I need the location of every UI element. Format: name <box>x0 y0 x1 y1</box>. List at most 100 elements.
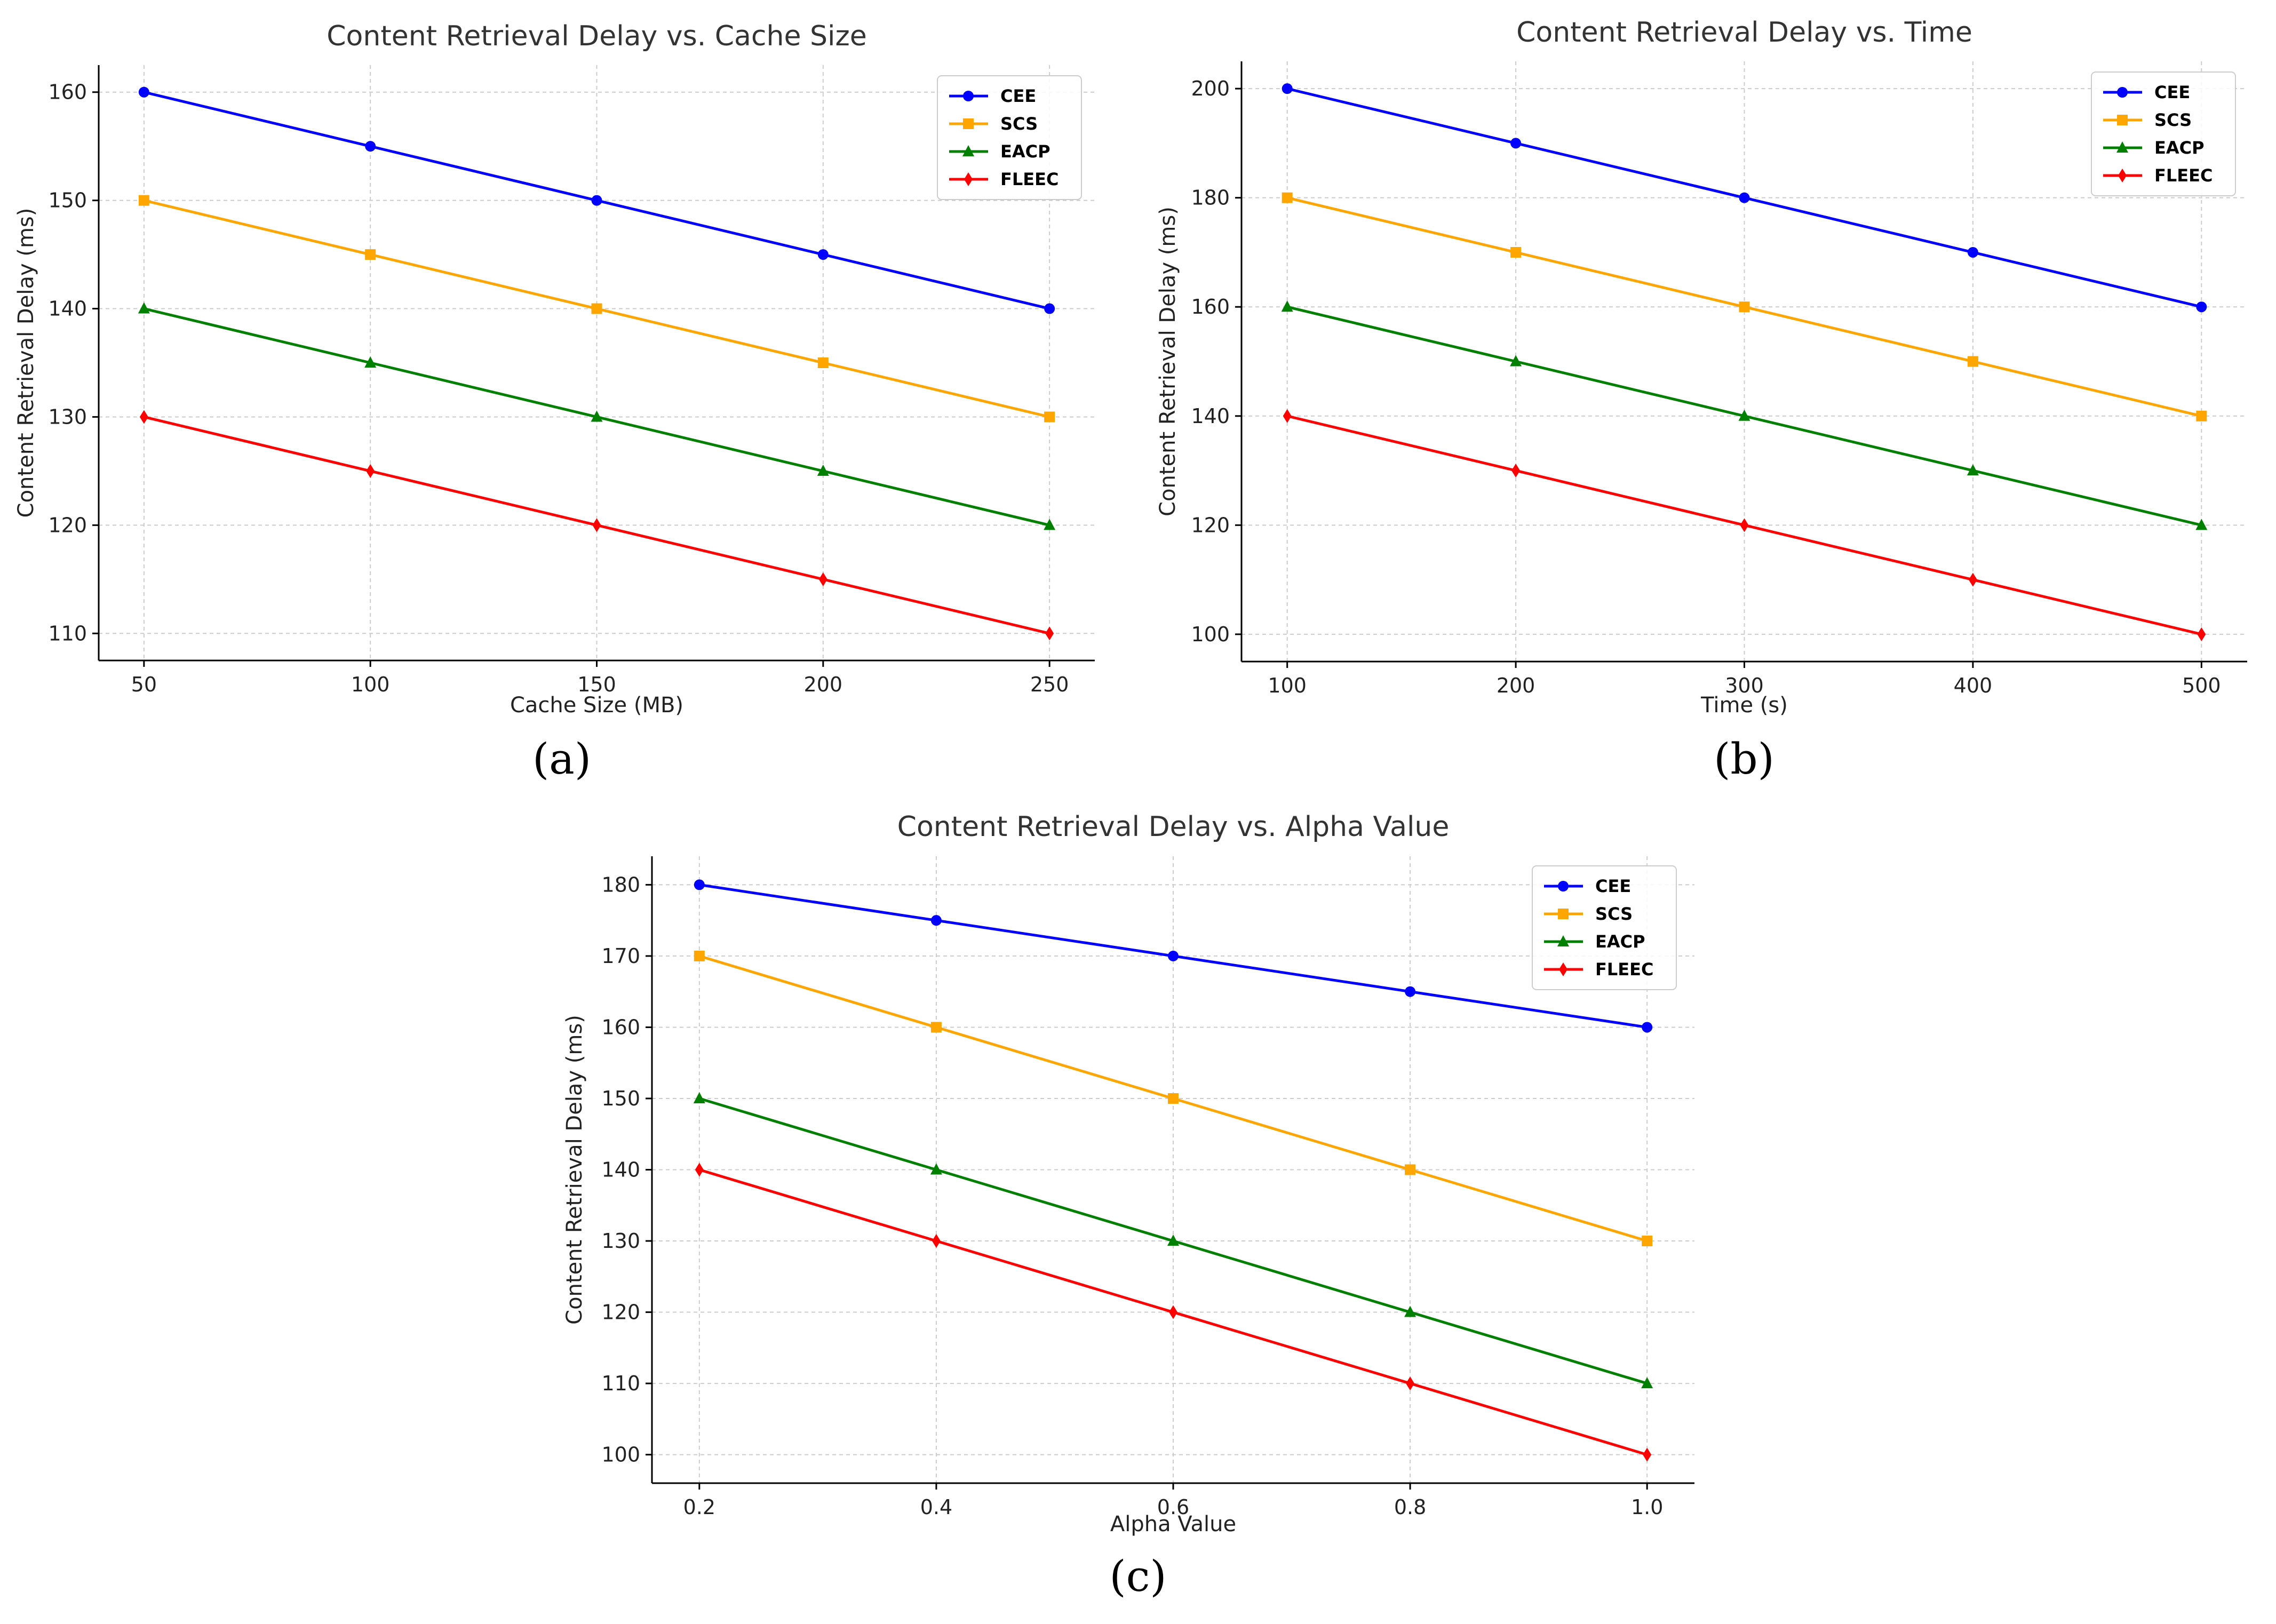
y-tick-label: 110 <box>48 622 87 645</box>
series-eacp <box>138 302 1056 530</box>
x-tick-label: 100 <box>351 673 390 696</box>
data-point-eacp <box>930 1163 942 1175</box>
y-tick-label: 160 <box>48 81 87 104</box>
data-point-scs <box>1168 1093 1179 1104</box>
y-tick-label: 160 <box>1191 295 1230 319</box>
x-axis-label: Cache Size (MB) <box>510 693 683 718</box>
data-point-eacp <box>1167 1235 1179 1246</box>
legend: CEE SCS EACP FLEEC <box>937 75 1082 200</box>
data-point-fleec <box>1045 626 1054 641</box>
legend-marker-fleec <box>2118 169 2127 182</box>
y-tick-label: 120 <box>601 1301 640 1324</box>
data-point-eacp <box>817 464 829 476</box>
legend-marker-fleec <box>1559 962 1567 976</box>
data-point-cee <box>1282 83 1293 94</box>
data-point-cee <box>2196 301 2207 313</box>
x-tick-label: 500 <box>2182 674 2221 697</box>
y-tick-label: 120 <box>48 513 87 537</box>
x-tick-label: 0.2 <box>683 1495 715 1519</box>
legend-label-eacp: EACP <box>1595 932 1645 952</box>
chart-panel-b: 100 200 300 400 500 100 120 140 160 180 200 Content… <box>1156 17 2247 784</box>
data-point-cee <box>1739 192 1750 203</box>
data-point-scs <box>1510 246 1522 258</box>
data-point-cee <box>1510 138 1522 149</box>
data-point-fleec <box>1511 464 1521 478</box>
data-point-eacp <box>2195 519 2208 530</box>
data-point-scs <box>817 357 829 368</box>
data-point-cee <box>1405 986 1416 997</box>
data-point-eacp <box>1967 464 1979 476</box>
data-point-cee <box>1168 950 1179 961</box>
x-tick-label: 250 <box>1030 673 1069 696</box>
series-scs <box>138 195 1055 423</box>
y-axis-label: Content Retrieval Delay (ms) <box>1156 206 1180 516</box>
legend-label-eacp: EACP <box>2154 138 2205 158</box>
series-eacp <box>1281 300 2208 530</box>
data-point-eacp <box>1641 1377 1653 1389</box>
gridlines <box>99 65 1095 660</box>
legend-label-cee: CEE <box>1595 876 1631 896</box>
series-eacp <box>693 1092 1653 1389</box>
series-fleec <box>695 1163 1652 1462</box>
data-point-fleec <box>932 1234 941 1248</box>
y-tick-label: 120 <box>1191 513 1230 537</box>
y-tick-label: 100 <box>1191 623 1230 646</box>
legend: CEE SCS EACP FLEEC <box>2091 71 2236 196</box>
data-point-cee <box>817 249 829 260</box>
chart-panel-a: 50 100 150 200 250 110 120 130 140 150 160 Content … <box>14 20 1095 784</box>
x-tick-label: 150 <box>577 673 616 696</box>
legend-marker-scs <box>2117 115 2128 125</box>
legend-label-cee: CEE <box>2154 82 2190 102</box>
data-point-fleec <box>366 464 375 478</box>
data-point-fleec <box>695 1163 704 1177</box>
x-tick-label: 100 <box>1268 674 1307 697</box>
y-tick-label: 160 <box>601 1015 640 1039</box>
data-point-fleec <box>1406 1376 1415 1391</box>
data-point-cee <box>365 141 376 152</box>
data-point-cee <box>1044 303 1055 314</box>
x-tick-label: 300 <box>1725 674 1764 697</box>
y-tick-label: 180 <box>1191 186 1230 210</box>
data-point-scs <box>1967 356 1978 367</box>
data-point-cee <box>1967 246 1978 258</box>
data-point-scs <box>591 303 602 314</box>
data-point-fleec <box>1968 572 1977 587</box>
chart-title: Content Retrieval Delay vs. Alpha Value <box>897 811 1450 843</box>
data-point-eacp <box>364 356 377 368</box>
legend-box <box>937 75 1082 200</box>
data-point-eacp <box>1044 519 1056 530</box>
y-tick-label: 140 <box>1191 404 1230 428</box>
data-point-fleec <box>592 518 601 532</box>
legend-label-fleec: FLEEC <box>2154 165 2213 186</box>
data-point-scs <box>1282 192 1293 203</box>
data-point-cee <box>1642 1022 1653 1033</box>
data-point-scs <box>2196 410 2207 421</box>
x-axis-label: Alpha Value <box>1110 1512 1236 1537</box>
data-point-fleec <box>1740 518 1749 532</box>
chart-title: Content Retrieval Delay vs. Time <box>1516 17 1972 49</box>
series-cee <box>138 86 1055 314</box>
legend-marker-eacp <box>962 145 974 156</box>
legend-marker-scs <box>963 118 974 129</box>
x-tick-label: 1.0 <box>1631 1495 1663 1519</box>
x-tick-label: 0.8 <box>1394 1495 1426 1519</box>
data-point-eacp <box>1738 409 1750 421</box>
legend-marker-eacp <box>2116 141 2128 153</box>
legend-label-fleec: FLEEC <box>1000 169 1059 189</box>
chart-panel-c: 0.2 0.4 0.6 0.8 1.0 100 110 120 130 140 150 160 170 1… <box>562 811 1694 1601</box>
data-point-fleec <box>2197 627 2206 641</box>
data-point-eacp <box>591 410 603 422</box>
data-point-scs <box>694 950 705 961</box>
x-axis-label: Time (s) <box>1700 693 1788 718</box>
data-point-scs <box>1044 411 1055 423</box>
data-point-fleec <box>1643 1447 1652 1462</box>
x-tick-label: 200 <box>1497 674 1535 697</box>
data-point-cee <box>138 86 149 98</box>
x-tick-label: 0.6 <box>1157 1495 1189 1519</box>
data-point-fleec <box>1169 1305 1177 1319</box>
y-tick-label: 130 <box>601 1229 640 1253</box>
legend-label-cee: CEE <box>1000 86 1036 106</box>
data-point-fleec <box>818 572 827 586</box>
y-tick-label: 150 <box>48 189 87 212</box>
series-cee <box>1282 83 2207 313</box>
